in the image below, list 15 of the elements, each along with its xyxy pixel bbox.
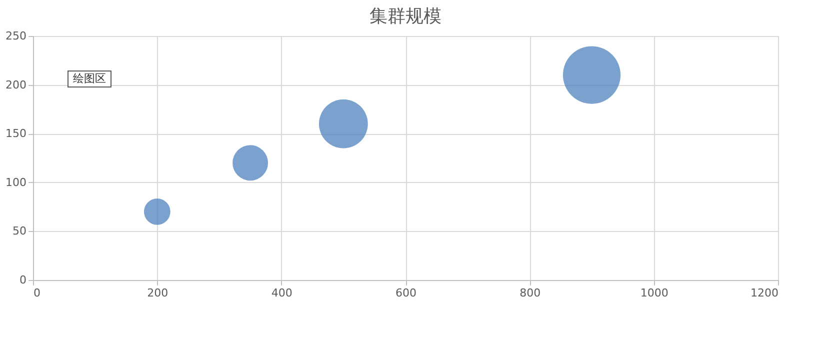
- x-tick-label: 800: [520, 286, 541, 300]
- y-tick-label: 100: [6, 176, 26, 189]
- y-tick-label: 0: [20, 274, 26, 286]
- chart-title: 集群规模: [370, 6, 442, 27]
- x-tick-label: 200: [147, 286, 168, 300]
- annotation: 绘图区: [73, 72, 106, 85]
- y-tick-label: 200: [6, 78, 26, 92]
- x-tick-label: 1200: [750, 286, 778, 300]
- y-tick-label: 50: [12, 224, 26, 238]
- y-tick-label: 250: [6, 30, 26, 42]
- y-tick-label: 150: [6, 127, 26, 140]
- x-tick-label: 0: [34, 286, 40, 300]
- x-tick-label: 400: [271, 286, 292, 300]
- x-tick-label: 600: [396, 286, 416, 300]
- x-tick-label: 1000: [640, 286, 668, 300]
